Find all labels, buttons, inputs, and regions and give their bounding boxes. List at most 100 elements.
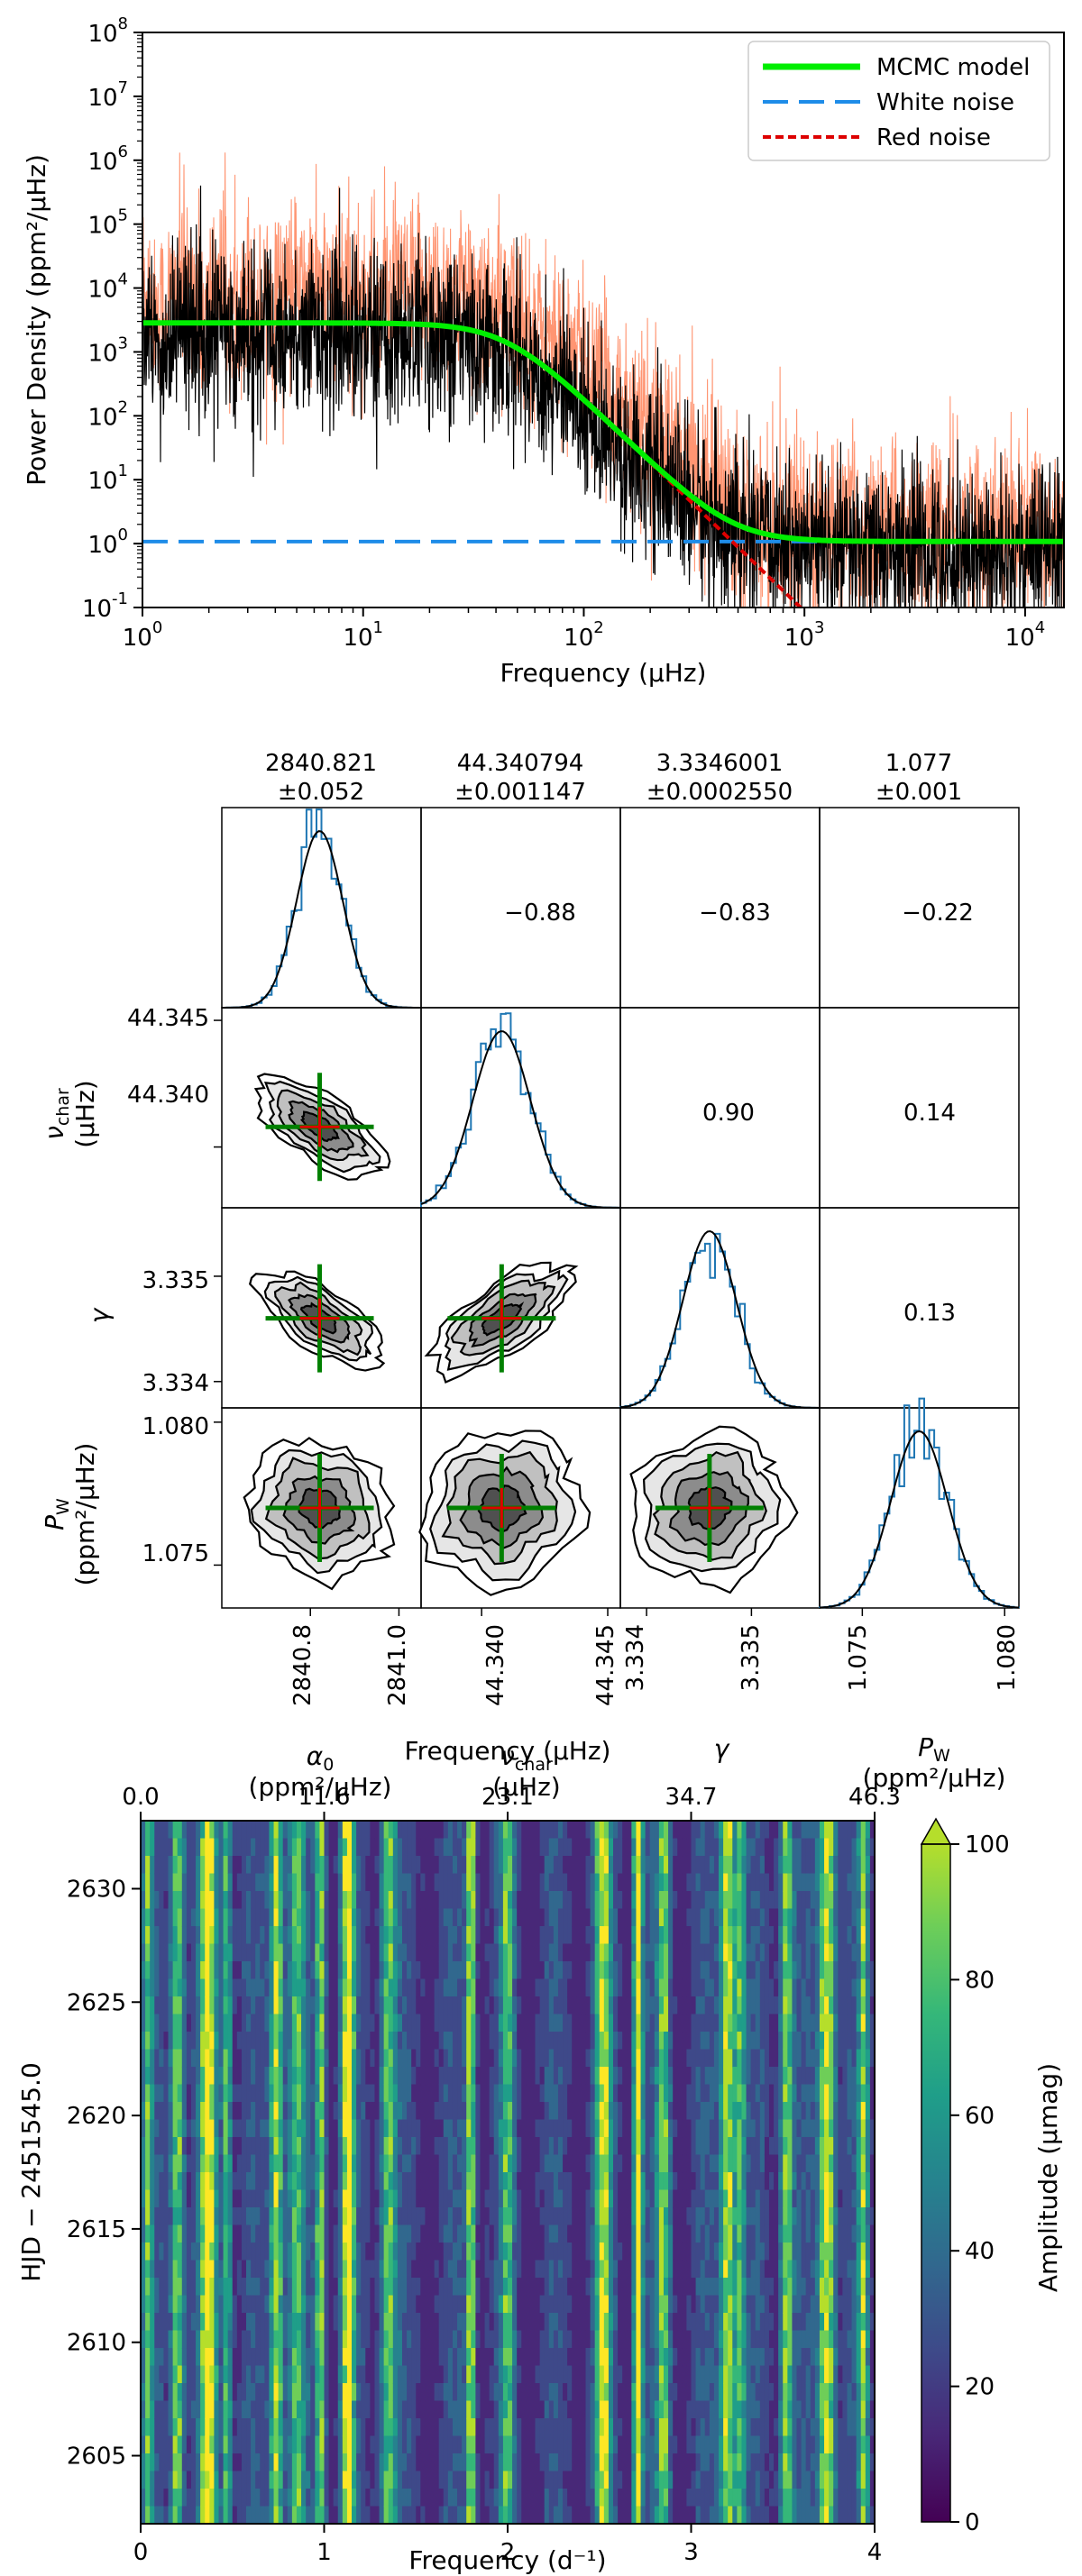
heatmap-cell (425, 1908, 431, 1927)
heatmap-cell (163, 2489, 170, 2507)
heatmap-cell (535, 2295, 541, 2314)
heatmap-cell (287, 1908, 293, 1927)
heatmap-cell (278, 1908, 284, 1927)
heatmap-cell (177, 2102, 183, 2121)
heatmap-cell (544, 2154, 550, 2173)
heatmap-cell (209, 2278, 215, 2297)
heatmap-cell (301, 1838, 307, 1857)
heatmap-cell (526, 1996, 532, 2015)
heatmap-cell (636, 2471, 642, 2489)
heatmap-cell (608, 2224, 614, 2243)
heatmap-cell (654, 1873, 660, 1892)
heatmap-cell (282, 1856, 289, 1875)
heatmap-cell (590, 1856, 596, 1875)
heatmap-cell (581, 1873, 587, 1892)
heatmap-cell (159, 2295, 165, 2314)
heatmap-cell (196, 1873, 201, 1892)
heatmap-cell (631, 2084, 637, 2103)
heatmap-cell (392, 2383, 399, 2402)
heatmap-cell (172, 2453, 179, 2472)
heatmap-cell (356, 2014, 362, 2032)
heatmap-cell (278, 2295, 284, 2314)
heatmap-cell (241, 2471, 247, 2489)
heatmap-cell (489, 1978, 495, 1997)
xtick-nu-2: 44.345 (592, 1624, 619, 1706)
heatmap-cell (186, 2295, 192, 2314)
heatmap-cell (236, 2471, 243, 2489)
heatmap-cell (333, 1891, 339, 1910)
heatmap-cell (493, 2506, 500, 2524)
heatmap-cell (159, 2067, 165, 2086)
heatmap-cell (150, 2400, 155, 2419)
heatmap-cell (209, 2489, 215, 2507)
heatmap-cell (141, 2435, 146, 2454)
heatmap-cell (379, 1943, 385, 1962)
heatmap-cell (654, 2243, 660, 2261)
heatmap-cell (205, 2207, 210, 2226)
heatmap-cell (576, 2435, 582, 2454)
heatmap-cell (484, 2365, 491, 2384)
heatmap-cell (342, 2119, 348, 2138)
heatmap-cell (649, 2032, 656, 2051)
heatmap-cell (462, 2014, 467, 2032)
heatmap-cell (411, 2032, 417, 2051)
heatmap-cell (356, 1908, 362, 1927)
heatmap-cell (163, 2032, 170, 2051)
heatmap-cell (319, 2471, 326, 2489)
heatmap-cell (163, 2172, 170, 2191)
heatmap-cell (447, 2471, 454, 2489)
heatmap-cell (517, 2084, 522, 2103)
heatmap-cell (572, 1961, 577, 1980)
heatmap-cell (342, 2383, 348, 2402)
heatmap-cell (379, 2295, 385, 2314)
heatmap-cell (618, 1996, 623, 2015)
heatmap-cell (236, 2348, 243, 2367)
heatmap-cell (154, 1838, 160, 1857)
heatmap-cell (301, 2260, 307, 2279)
heatmap-cell (324, 2207, 330, 2226)
heatmap-cell (319, 2418, 326, 2437)
heatmap-cell (181, 2049, 188, 2068)
heatmap-cell (613, 2224, 619, 2243)
heatmap-cell (539, 2067, 546, 2086)
heatmap-cell (452, 2189, 458, 2208)
heatmap-cell (416, 2418, 421, 2437)
heatmap-cell (356, 2330, 362, 2349)
heatmap-cell (622, 2067, 628, 2086)
heatmap-cell (333, 2383, 339, 2402)
heatmap-cell (462, 1908, 467, 1927)
heatmap-cell (658, 2348, 665, 2367)
heatmap-cell (411, 1926, 417, 1945)
heatmap-cell (576, 2278, 582, 2297)
heatmap-cell (287, 2330, 293, 2349)
heatmap-cell (493, 2418, 500, 2437)
heatmap-cell (310, 2067, 316, 2086)
heatmap-cell (581, 2049, 587, 2068)
heatmap-cell (337, 2489, 344, 2507)
heatmap-cell (622, 1873, 628, 1892)
heatmap-cell (200, 1926, 206, 1945)
heatmap-cell (232, 2506, 238, 2524)
heatmap-cell (365, 2453, 371, 2472)
heatmap-cell (141, 2207, 146, 2226)
power-spectrum-chart: 100 101 102 103 10410-1100101102103104105106… (22, 14, 1065, 688)
heatmap-cell (159, 2032, 165, 2051)
marginal-gaussian-fit (222, 830, 421, 1009)
heatmap-cell (356, 1926, 362, 1945)
heatmap-cell (654, 2032, 660, 2051)
heatmap-cell (365, 2119, 371, 2138)
heatmap-cell (154, 2278, 160, 2297)
heatmap-cell (315, 1978, 321, 1997)
heatmap-cell (287, 2383, 293, 2402)
heatmap-cell (181, 2295, 188, 2314)
heatmap-cell (269, 1873, 275, 1892)
heatmap-cell (241, 2243, 247, 2261)
heatmap-cell (434, 1908, 440, 1927)
heatmap-cell (324, 2418, 330, 2437)
heatmap-cell (282, 2014, 289, 2032)
heatmap-cell (475, 2224, 481, 2243)
heatmap-cell (471, 2506, 476, 2524)
heatmap-cell (236, 2154, 243, 2173)
heatmap-cell (401, 2207, 408, 2226)
heatmap-cell (141, 2313, 146, 2332)
